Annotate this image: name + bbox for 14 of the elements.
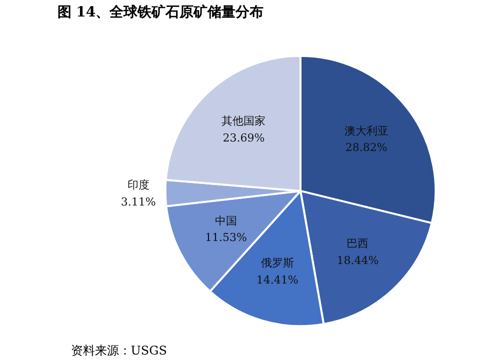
slice-label: 中国 (215, 214, 238, 228)
slice-label: 其他国家 (222, 114, 266, 128)
data-label: 18.44% (336, 254, 379, 268)
data-label: 23.69% (222, 131, 265, 144)
slice-label: 印度 (127, 178, 150, 192)
slice-label: 巴西 (346, 237, 369, 250)
data-label: 3.11% (120, 195, 156, 208)
slice-label: 澳大利亚 (344, 124, 388, 138)
chart-title: 图 14、全球铁矿石原矿储量分布 (57, 4, 264, 21)
data-label: 14.41% (256, 273, 298, 286)
data-label: 28.82% (345, 141, 388, 154)
data-label: 11.53% (205, 231, 247, 244)
text: 资料来源：USGS (70, 343, 167, 358)
slice-label: 俄罗斯 (260, 256, 294, 270)
